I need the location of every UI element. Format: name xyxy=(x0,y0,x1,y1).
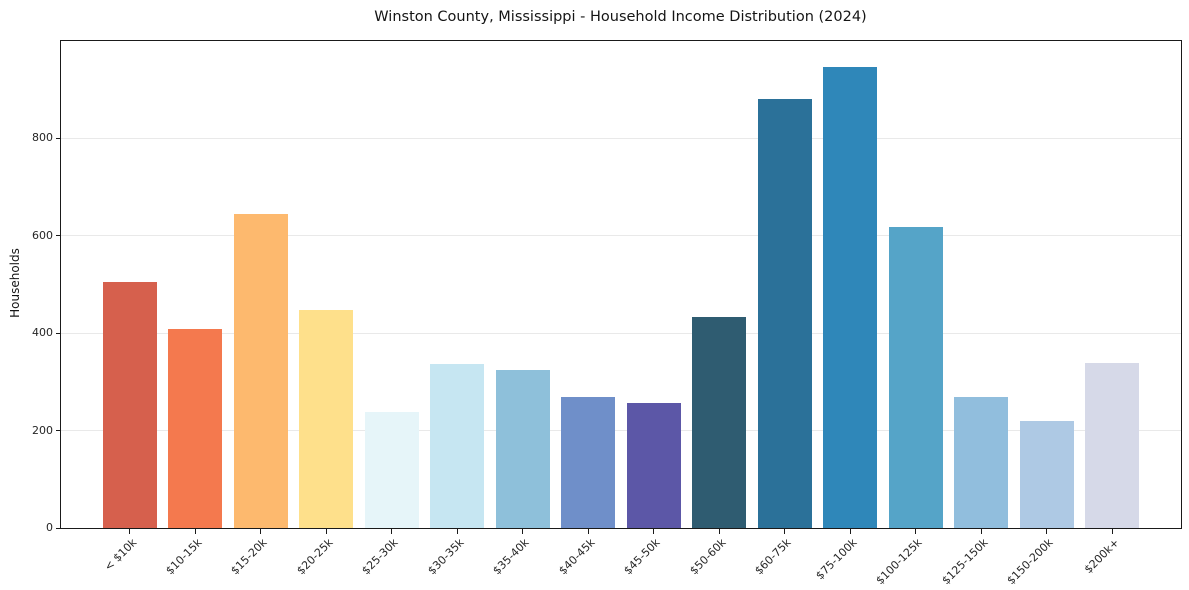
x-tick-label: $40-45k xyxy=(556,536,598,578)
bar xyxy=(888,227,943,528)
gridline xyxy=(61,430,1181,432)
bar xyxy=(430,364,485,528)
x-tick-mark xyxy=(325,528,327,534)
plot-area: 0 200 400 600 800 < $10k $10-15k $15-20k $20-25k… xyxy=(32,40,1182,587)
x-tick-mark xyxy=(260,528,262,534)
bar xyxy=(168,329,223,528)
x-tick-label: $50-60k xyxy=(687,536,729,578)
x-tick-mark xyxy=(194,528,196,534)
bar xyxy=(495,370,550,528)
y-tick-label: 0 xyxy=(46,521,53,534)
chart-title: Winston County, Mississippi - Household … xyxy=(374,9,867,25)
x-tick-mark xyxy=(784,528,786,534)
x-tick-label: $10-15k xyxy=(163,536,205,578)
x-tick-label: $30-35k xyxy=(425,536,467,578)
x-tick-mark xyxy=(718,528,720,534)
bar xyxy=(757,99,812,528)
x-tick-mark xyxy=(915,528,917,534)
y-tick-mark xyxy=(56,332,61,334)
y-tick-mark xyxy=(56,430,61,432)
gridline xyxy=(61,235,1181,237)
y-axis-label: Households xyxy=(8,248,22,318)
bar xyxy=(561,396,616,528)
y-tick-label: 600 xyxy=(32,228,53,242)
bar xyxy=(299,310,354,528)
y-tick-mark xyxy=(56,527,61,529)
y-tick-label: 400 xyxy=(32,326,53,340)
y-tick-mark xyxy=(56,235,61,237)
x-tick-mark xyxy=(456,528,458,534)
x-tick-label: $125-150k xyxy=(939,536,991,588)
bar xyxy=(1019,421,1074,528)
x-tick-mark xyxy=(391,528,393,534)
x-tick-label: $200k+ xyxy=(1081,536,1122,577)
bar xyxy=(692,317,747,528)
x-tick-label: $150-200k xyxy=(1004,536,1056,588)
x-tick-mark xyxy=(849,528,851,534)
x-tick-label: $25-30k xyxy=(359,536,401,578)
x-tick-label: < $10k xyxy=(101,536,139,574)
x-tick-label: $15-20k xyxy=(228,536,270,578)
gridline xyxy=(61,332,1181,334)
x-tick-mark xyxy=(587,528,589,534)
x-tick-label: $100-125k xyxy=(873,536,925,588)
bar xyxy=(823,67,878,528)
x-tick-label: $35-40k xyxy=(490,536,532,578)
x-tick-label: $45-50k xyxy=(621,536,663,578)
gridline xyxy=(61,137,1181,139)
x-tick-label: $20-25k xyxy=(294,536,336,578)
x-tick-label: $60-75k xyxy=(752,536,794,578)
bar xyxy=(233,213,288,528)
y-tick-label: 200 xyxy=(32,423,53,437)
bar xyxy=(364,411,419,528)
x-tick-mark xyxy=(653,528,655,534)
x-tick-mark xyxy=(1046,528,1048,534)
y-tick-label: 800 xyxy=(32,131,53,145)
bar xyxy=(626,403,681,528)
y-tick-mark xyxy=(56,137,61,139)
x-tick-mark xyxy=(1111,528,1113,534)
bar xyxy=(954,396,1009,528)
bar xyxy=(1085,363,1140,528)
x-tick-mark xyxy=(522,528,524,534)
x-tick-mark xyxy=(129,528,131,534)
bar xyxy=(102,282,157,528)
x-tick-label: $75-100k xyxy=(813,536,860,583)
x-tick-mark xyxy=(980,528,982,534)
